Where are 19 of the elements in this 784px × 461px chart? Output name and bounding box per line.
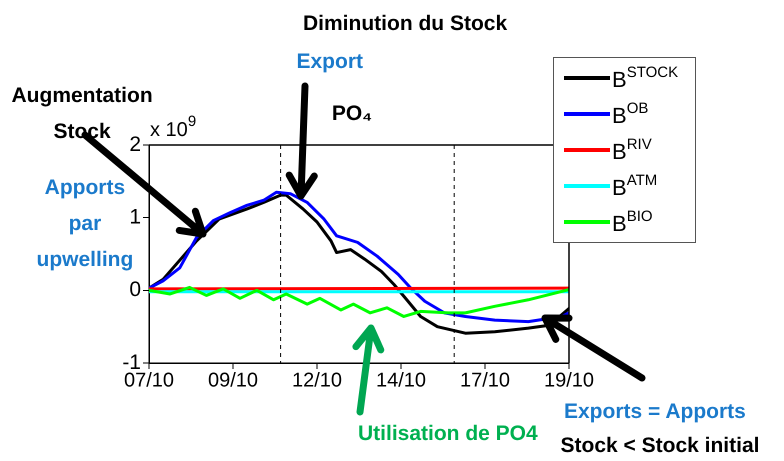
text: Stock < Stock initial	[560, 433, 760, 459]
x-tick-label: 14/10	[376, 370, 426, 392]
text: Export	[296, 49, 364, 75]
legend-label: B$^{BIO}$	[612, 208, 653, 236]
legend-label: B$^{RIV}$	[612, 136, 652, 164]
legend-label: B$^{STOCK}$	[612, 64, 678, 92]
x-tick-label: 17/10	[460, 370, 510, 392]
text: Utilisation de PO4	[358, 421, 538, 447]
x-tick-label: 12/10	[292, 370, 342, 392]
chart-title: PO₄	[330, 102, 374, 126]
text: x 10$^{9}$	[150, 112, 196, 142]
text: Exports = Apports	[564, 399, 746, 425]
legend-label: B$^{OB}$	[612, 100, 648, 128]
legend-label: B$^{ATM}$	[612, 172, 658, 200]
y-tick-label: 1	[129, 205, 141, 228]
x-tick-label: 19/10	[544, 370, 594, 392]
x-tick-label: 09/10	[208, 370, 258, 392]
text: Diminution du Stock	[303, 11, 508, 37]
y-tick-label: 0	[129, 278, 141, 302]
